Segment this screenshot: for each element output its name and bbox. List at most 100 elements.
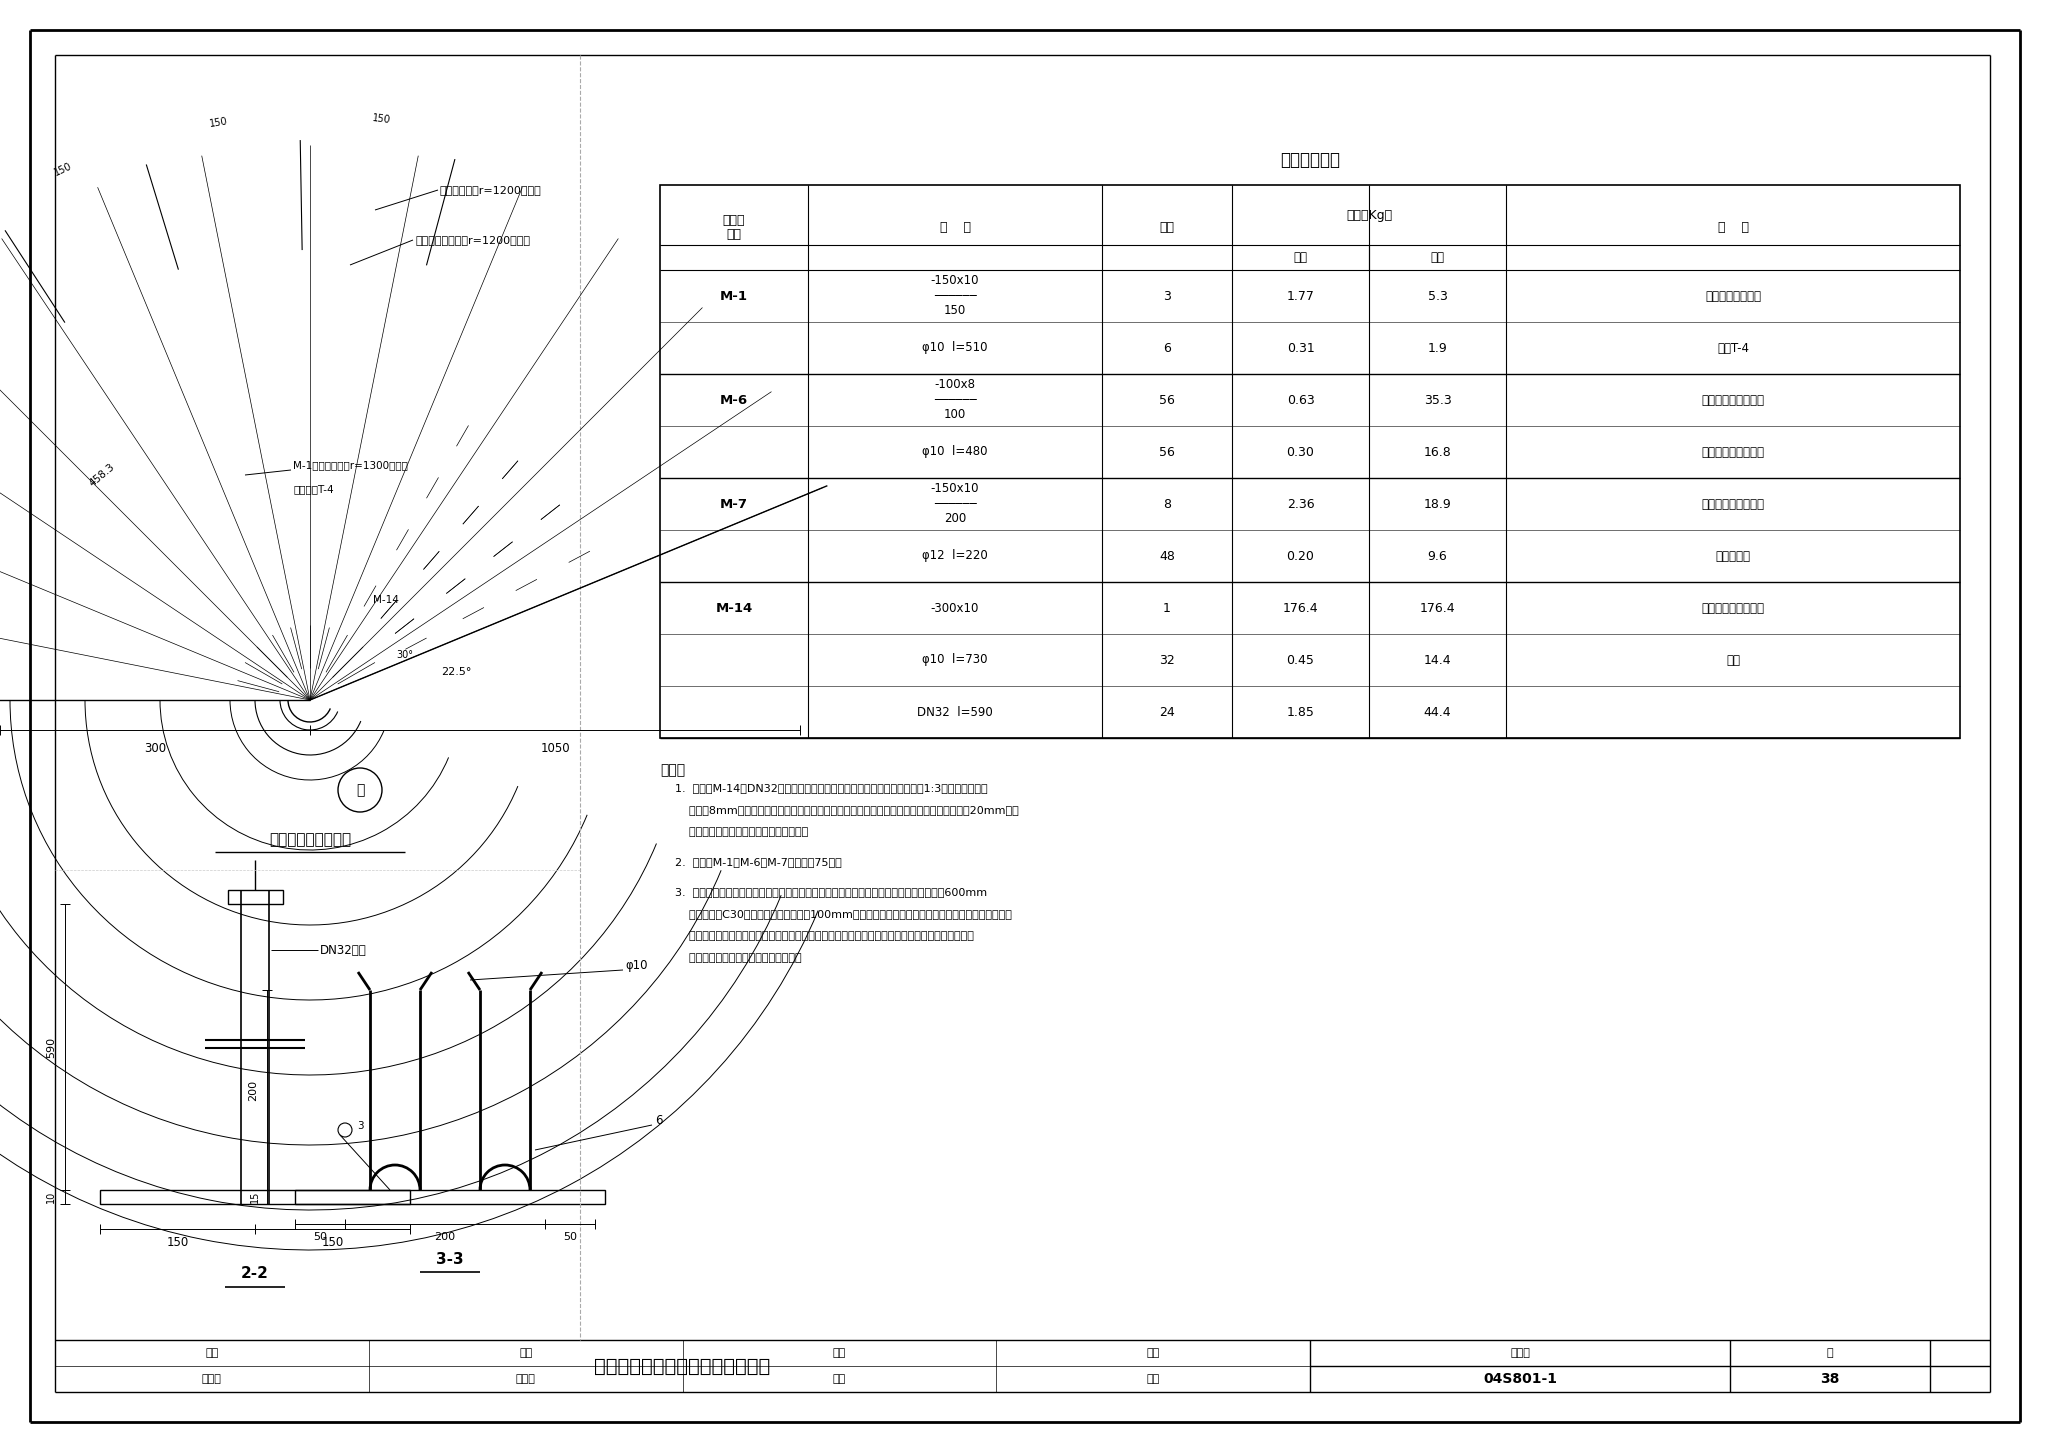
Text: 预埋件
编号: 预埋件 编号	[723, 213, 745, 241]
Text: 水笱: 水笱	[1726, 653, 1741, 666]
Text: DN32  l=590: DN32 l=590	[918, 706, 993, 719]
Text: 2.  预埋件M-1、M-6、M-7的详图见75页。: 2. 预埋件M-1、M-6、M-7的详图见75页。	[676, 857, 842, 867]
Text: 18.9: 18.9	[1423, 498, 1452, 511]
Text: φ10  l=480: φ10 l=480	[922, 446, 987, 459]
Text: -150x10
──────
150: -150x10 ────── 150	[930, 274, 979, 318]
Text: 8: 8	[1163, 498, 1171, 511]
Text: 1: 1	[1163, 601, 1171, 614]
Text: 48: 48	[1159, 549, 1176, 562]
Text: 钙管位置应与水笱悬升架吐杆位置一致。: 钙管位置应与水笱悬升架吐杆位置一致。	[676, 828, 809, 836]
Text: 3: 3	[1163, 289, 1171, 302]
Text: 458.3: 458.3	[88, 462, 117, 489]
Text: 150: 150	[371, 113, 391, 125]
Text: 10: 10	[45, 1191, 55, 1204]
Text: 9.6: 9.6	[1427, 549, 1448, 562]
Text: 3.  水笱支承于钙支架上，环托架混凝土浇筑完毕后，在水笱下环梁与支筒之间的缝隙下部600mm: 3. 水笱支承于钙支架上，环托架混凝土浇筑完毕后，在水笱下环梁与支筒之间的缝隙下…	[676, 887, 987, 897]
Text: 150: 150	[322, 1237, 344, 1250]
Text: 0.30: 0.30	[1286, 446, 1315, 459]
Text: 水箱吊杆及预埋件图（预制方案）: 水箱吊杆及预埋件图（预制方案）	[594, 1356, 770, 1375]
Text: 56: 56	[1159, 446, 1176, 459]
Text: 备    注: 备 注	[1718, 221, 1749, 234]
Text: 用于固定支筒顶栏杆: 用于固定支筒顶栏杆	[1702, 498, 1765, 511]
Text: 0.63: 0.63	[1286, 393, 1315, 407]
Text: 固定T-4: 固定T-4	[1716, 341, 1749, 354]
Text: 1.  预埋件M-14上DN32钙管用于悬升水笱时穿吐杆。在水笱装升完毕后用1:3水泥砂浆填实，: 1. 预埋件M-14上DN32钙管用于悬升水笱时穿吐杆。在水笱装升完毕后用1:3…	[676, 783, 987, 793]
Bar	[100, 1191, 410, 1204]
Text: 数量: 数量	[1159, 221, 1174, 234]
Text: 38: 38	[1821, 1372, 1839, 1387]
Text: 单重: 单重	[1294, 251, 1307, 264]
Text: -300x10: -300x10	[930, 601, 979, 614]
Text: 用于燊接避雷针及: 用于燊接避雷针及	[1706, 289, 1761, 302]
Text: 3-3: 3-3	[436, 1252, 463, 1266]
Text: 50: 50	[313, 1231, 328, 1241]
Text: （钉管）及塔顶栏杆: （钉管）及塔顶栏杆	[1702, 446, 1765, 459]
Text: 1.85: 1.85	[1286, 706, 1315, 719]
Text: 5.3: 5.3	[1427, 289, 1448, 302]
Text: 宋绍先: 宋绍先	[203, 1374, 221, 1384]
Text: 14.4: 14.4	[1423, 653, 1452, 666]
Text: 用于固定支筒顶栏杆: 用于固定支筒顶栏杆	[1702, 393, 1765, 407]
Text: 水箱吊杆及预埋件图: 水箱吊杆及预埋件图	[268, 832, 350, 848]
Text: 用于固定T-4: 用于固定T-4	[293, 484, 334, 494]
Text: 35.3: 35.3	[1423, 393, 1452, 407]
Text: 沈学波: 沈学波	[516, 1374, 537, 1384]
Text: 外表面应事先凿毛，并洗刷干净，在填灌细石混凝土和环氧树脂砂浆时，应捣实，使其与水笱下环: 外表面应事先凿毛，并洗刷干净，在填灌细石混凝土和环氧树脂砂浆时，应捣实，使其与水…	[676, 931, 975, 941]
Text: 04S801-1: 04S801-1	[1483, 1372, 1556, 1387]
Text: -150x10
──────
200: -150x10 ────── 200	[930, 482, 979, 526]
Text: M-7: M-7	[721, 498, 748, 511]
Text: 56: 56	[1159, 393, 1176, 407]
Text: 16.8: 16.8	[1423, 446, 1452, 459]
Text: 3: 3	[356, 1121, 365, 1131]
Text: 锚固钢筋位置（沿r=1200弧长）: 锚固钢筋位置（沿r=1200弧长）	[416, 235, 530, 245]
Bar	[295, 1191, 604, 1204]
Text: 44.4: 44.4	[1423, 706, 1452, 719]
Text: M-14: M-14	[373, 595, 399, 605]
Text: 说明：: 说明：	[659, 762, 686, 777]
Text: 150: 150	[53, 161, 74, 179]
Text: 用于悬升水笱及固定: 用于悬升水笱及固定	[1702, 601, 1765, 614]
Text: 200: 200	[248, 1079, 258, 1101]
Text: 共重: 共重	[1430, 251, 1444, 264]
Text: 1050: 1050	[541, 742, 569, 755]
Text: 30°: 30°	[397, 650, 414, 661]
Text: 0.45: 0.45	[1286, 653, 1315, 666]
Text: DN32钢管: DN32钢管	[319, 944, 367, 957]
Text: 0.20: 0.20	[1286, 549, 1315, 562]
Text: M-1: M-1	[721, 289, 748, 302]
Text: φ12  l=220: φ12 l=220	[922, 549, 987, 562]
Text: 22.5°: 22.5°	[440, 666, 471, 677]
Text: 24: 24	[1159, 706, 1176, 719]
Bar	[227, 890, 283, 905]
Text: 1.9: 1.9	[1427, 341, 1448, 354]
Text: M-1中心位置（沿r=1300弧长）: M-1中心位置（沿r=1300弧长）	[293, 460, 408, 470]
Text: 页: 页	[1827, 1347, 1833, 1358]
Text: 审核: 审核	[205, 1347, 219, 1358]
Text: φ10: φ10	[625, 958, 647, 971]
Text: 150: 150	[209, 116, 229, 129]
Text: 图集号: 图集号	[1509, 1347, 1530, 1358]
Text: 6: 6	[655, 1114, 662, 1127]
Text: 高范围内填C30细石膨胀混凝土，上部100mm高范围内填环氧树脂砂浆，在下环梁高度范围内，支筒: 高范围内填C30细石膨胀混凝土，上部100mm高范围内填环氧树脂砂浆，在下环梁高…	[676, 909, 1012, 919]
Text: 200: 200	[434, 1231, 455, 1241]
Text: 2-2: 2-2	[242, 1266, 268, 1282]
Text: 176.4: 176.4	[1419, 601, 1456, 614]
Text: 何迅: 何迅	[1147, 1374, 1159, 1384]
Text: （工字锂）: （工字锂）	[1716, 549, 1751, 562]
Text: 水箱预埋件表: 水箱预埋件表	[1280, 151, 1339, 168]
Text: 1.77: 1.77	[1286, 289, 1315, 302]
Text: 制图: 制图	[1147, 1347, 1159, 1358]
Text: 300: 300	[143, 742, 166, 755]
Text: φ10  l=730: φ10 l=730	[922, 653, 987, 666]
Text: 2.36: 2.36	[1286, 498, 1315, 511]
Text: 校对: 校对	[518, 1347, 532, 1358]
Text: φ10  l=510: φ10 l=510	[922, 341, 987, 354]
Text: 50: 50	[563, 1231, 578, 1241]
Text: -100x8
──────
100: -100x8 ────── 100	[934, 379, 977, 421]
Text: 规    格: 规 格	[940, 221, 971, 234]
Bar	[659, 184, 1960, 738]
Text: 150: 150	[166, 1237, 188, 1250]
Text: 32: 32	[1159, 653, 1176, 666]
Text: 590: 590	[45, 1037, 55, 1057]
Text: M-14: M-14	[715, 601, 752, 614]
